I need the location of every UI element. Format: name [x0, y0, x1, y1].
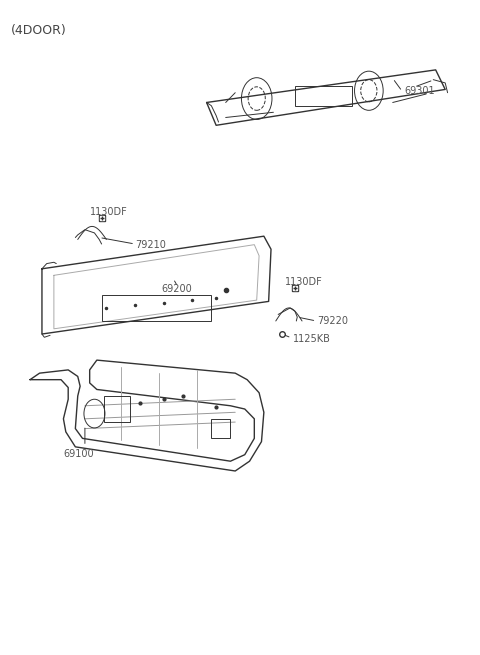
Text: 69100: 69100: [63, 449, 94, 458]
Text: 1125KB: 1125KB: [292, 334, 330, 344]
Text: 79220: 79220: [317, 316, 348, 326]
Text: (4DOOR): (4DOOR): [11, 24, 67, 37]
Text: 1130DF: 1130DF: [90, 208, 127, 217]
Text: 1130DF: 1130DF: [285, 277, 323, 287]
Bar: [102, 295, 211, 321]
Bar: [295, 86, 352, 105]
Text: 79210: 79210: [135, 240, 166, 250]
Text: 69301: 69301: [405, 86, 435, 96]
Bar: [211, 419, 230, 438]
Bar: [104, 396, 130, 422]
Text: 69200: 69200: [161, 284, 192, 293]
